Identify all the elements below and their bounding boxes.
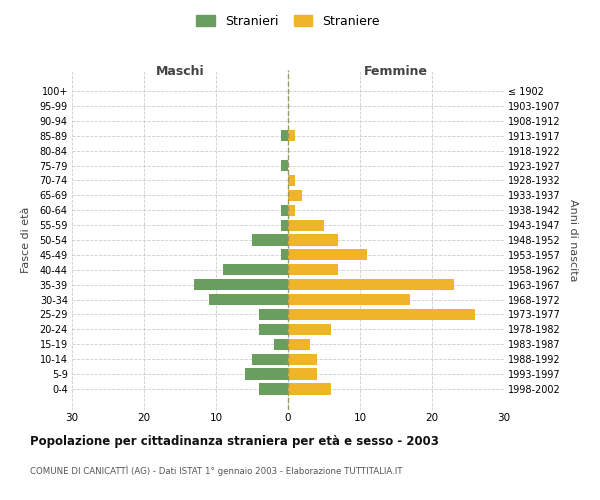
Bar (288, 175, 295, 186)
Bar (259, 384, 288, 394)
Bar (194, 279, 288, 290)
Bar (288, 338, 310, 350)
Bar (288, 309, 475, 320)
Bar (223, 264, 288, 276)
Bar (288, 234, 338, 246)
Bar (288, 204, 295, 216)
Bar (288, 190, 302, 201)
Y-axis label: Anni di nascita: Anni di nascita (568, 198, 578, 281)
Bar (288, 368, 317, 380)
Bar (288, 250, 367, 260)
Bar (288, 279, 454, 290)
Legend: Stranieri, Straniere: Stranieri, Straniere (193, 11, 383, 32)
Bar (288, 264, 338, 276)
Bar (288, 130, 295, 141)
Bar (281, 250, 288, 260)
Bar (288, 294, 410, 305)
Bar (288, 354, 317, 365)
Text: Femmine: Femmine (364, 64, 428, 78)
Bar (288, 220, 324, 230)
Bar (281, 160, 288, 171)
Bar (288, 324, 331, 335)
Text: COMUNE DI CANICATTÌ (AG) - Dati ISTAT 1° gennaio 2003 - Elaborazione TUTTITALIA.: COMUNE DI CANICATTÌ (AG) - Dati ISTAT 1°… (30, 465, 403, 475)
Bar (281, 130, 288, 141)
Bar (209, 294, 288, 305)
Y-axis label: Fasce di età: Fasce di età (21, 207, 31, 273)
Bar (274, 338, 288, 350)
Bar (245, 368, 288, 380)
Bar (259, 324, 288, 335)
Bar (281, 204, 288, 216)
Bar (252, 354, 288, 365)
Bar (259, 309, 288, 320)
Bar (252, 234, 288, 246)
Bar (288, 384, 331, 394)
Text: Maschi: Maschi (155, 64, 205, 78)
Bar (281, 220, 288, 230)
Text: Popolazione per cittadinanza straniera per età e sesso - 2003: Popolazione per cittadinanza straniera p… (30, 435, 439, 448)
